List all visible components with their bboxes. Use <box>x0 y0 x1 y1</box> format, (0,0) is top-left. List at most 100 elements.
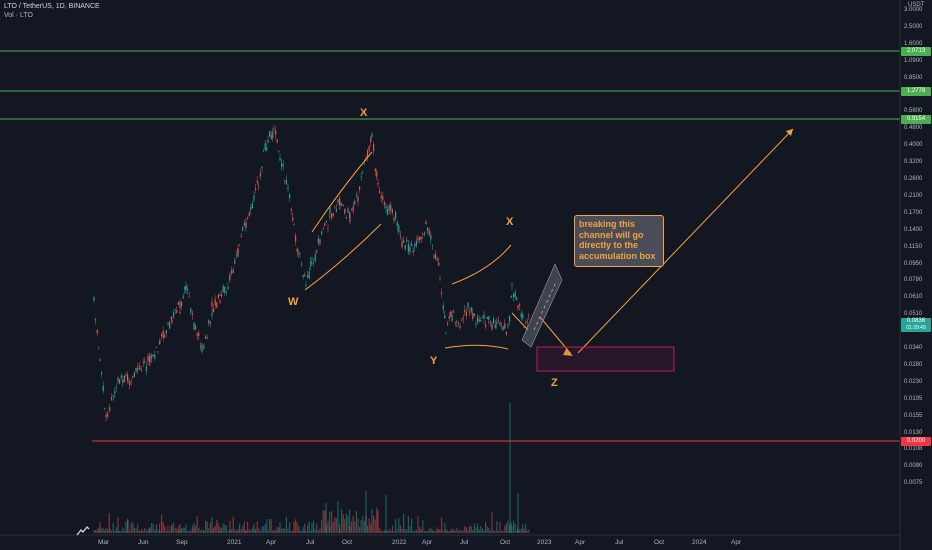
volume-bar <box>391 525 393 533</box>
candle-body <box>355 196 357 198</box>
tradingview-logo-icon[interactable] <box>76 526 90 536</box>
candle-body <box>377 183 379 185</box>
candle-body <box>263 151 265 152</box>
volume-bar <box>345 513 347 533</box>
candle-body <box>217 294 219 298</box>
volume-bar <box>473 523 475 533</box>
volume-bar <box>395 518 397 533</box>
candle-body <box>132 376 134 378</box>
candle-body <box>528 315 530 317</box>
volume-bar <box>135 528 137 533</box>
time-axis-label: Mar <box>98 539 110 546</box>
candle-body <box>258 186 260 187</box>
price-axis-label: 0.2100 <box>904 192 923 199</box>
candle-body <box>493 318 495 324</box>
candle-body <box>436 258 438 261</box>
volume-bar <box>349 525 351 533</box>
volume-bar <box>365 491 367 533</box>
arrow-head-up <box>786 129 793 136</box>
candle-body <box>501 326 503 327</box>
candle-body <box>453 311 455 313</box>
volume-bar <box>159 530 161 533</box>
symbol-title[interactable]: LTO / TetherUS, 1D, BINANCE <box>4 3 100 10</box>
candle-body <box>176 310 178 313</box>
volume-bar <box>284 528 286 533</box>
candle-body <box>517 305 519 309</box>
candle-body <box>96 329 98 334</box>
candle-body <box>448 316 450 319</box>
time-axis-label: Sep <box>176 539 188 546</box>
volume-bar <box>195 525 197 533</box>
volume-bar <box>205 520 207 533</box>
volume-bar <box>272 530 274 533</box>
accumulation-box[interactable] <box>536 346 675 372</box>
volume-bar <box>231 528 233 533</box>
candle-body <box>327 228 329 229</box>
candle-body <box>165 330 167 334</box>
volume-bar <box>370 523 372 533</box>
candle-body <box>523 327 525 329</box>
volume-bar <box>119 530 121 533</box>
price-axis-label: 0.5800 <box>904 108 923 115</box>
candle-body <box>229 277 231 280</box>
candle-body <box>129 381 131 386</box>
candle-body <box>234 260 236 264</box>
volume-bar <box>489 530 491 533</box>
volume-bar <box>493 530 495 533</box>
volume-bar <box>430 527 432 533</box>
candle-body <box>376 171 378 177</box>
volume-bar <box>224 524 226 533</box>
candle-body <box>181 302 183 306</box>
candle-body <box>261 166 263 168</box>
volume-bar <box>321 519 323 533</box>
volume-bar <box>339 523 341 533</box>
volume-bar <box>208 528 210 533</box>
candle-body <box>324 222 326 226</box>
candle-body <box>399 235 401 237</box>
volume-bar <box>289 522 291 533</box>
candle-body <box>273 129 275 130</box>
candle-body <box>256 180 258 183</box>
volume-bar <box>216 520 218 533</box>
price-axis-label: 0.0108 <box>904 446 923 453</box>
candle-body <box>138 366 140 367</box>
candle-body <box>161 334 163 337</box>
price-axis-label: 0.0230 <box>904 378 923 385</box>
volume-bar <box>357 518 359 533</box>
volume-bar <box>411 518 413 533</box>
volume-bar <box>114 530 116 533</box>
candle-body <box>105 414 107 417</box>
candle-body <box>222 285 224 293</box>
volume-bar <box>403 513 405 533</box>
price-axis-label: 0.4000 <box>904 142 923 149</box>
candle-body <box>117 377 119 382</box>
candle-body <box>188 296 190 298</box>
volume-bar <box>404 529 406 533</box>
volume-legend[interactable]: Vol · LTO <box>4 12 33 19</box>
candle-body <box>154 354 156 359</box>
volume-bar <box>504 525 506 533</box>
candle-body <box>107 413 109 417</box>
volume-bar <box>425 530 427 533</box>
annotation-callout[interactable]: breaking this channel will go directly t… <box>574 215 664 267</box>
candle-body <box>127 380 129 382</box>
wave-drawings[interactable] <box>304 128 794 355</box>
volume-bar <box>281 528 283 533</box>
candle-body <box>450 311 452 317</box>
candle-body <box>497 320 499 321</box>
volume-bar <box>130 523 132 533</box>
volume-bar <box>151 523 153 533</box>
candle-body <box>438 262 440 266</box>
price-axis-label: 0.0610 <box>904 294 923 301</box>
volume-bar <box>188 530 190 533</box>
candle-body <box>182 296 184 299</box>
volume-bar <box>259 530 261 533</box>
volume-bar <box>398 518 400 533</box>
candle-body <box>253 199 255 200</box>
volume-bar <box>112 523 114 533</box>
candle-body <box>282 164 284 167</box>
volume-bar <box>501 530 503 533</box>
time-axis-label: 2024 <box>692 539 707 546</box>
breakout-channel[interactable] <box>521 263 563 348</box>
